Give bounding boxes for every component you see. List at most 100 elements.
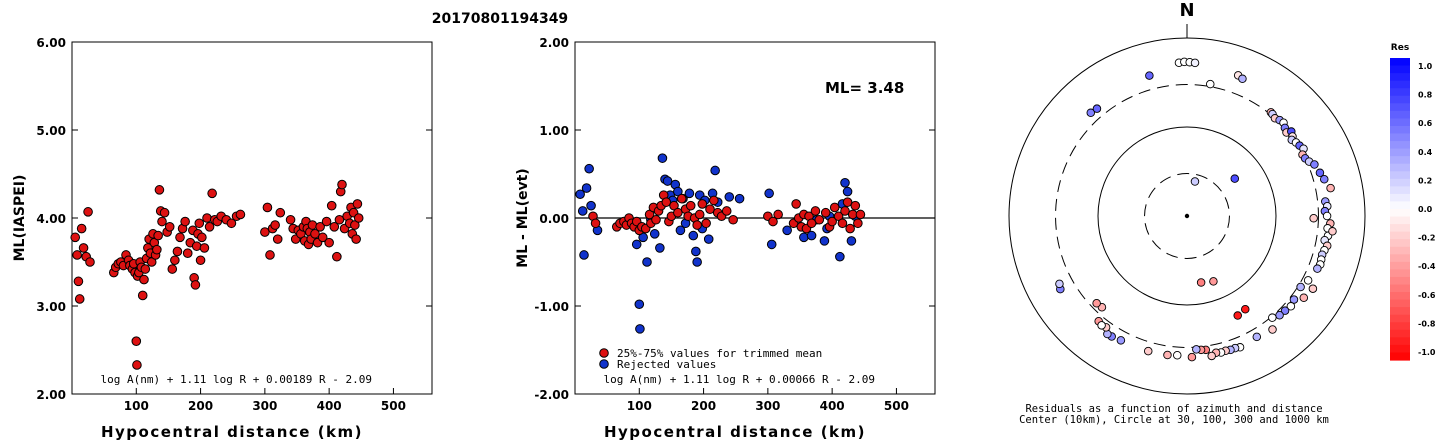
trimmed-point	[845, 223, 855, 234]
station-marker	[1326, 183, 1335, 193]
data-point	[337, 179, 347, 190]
data-point	[204, 222, 215, 232]
data-point	[352, 199, 363, 209]
colorbar-segment	[1390, 58, 1410, 67]
colorbar-tick-label: -0.2	[1418, 234, 1436, 243]
station-marker	[1086, 108, 1096, 118]
x-tick-label: 500	[381, 399, 406, 413]
trimmed-point	[840, 206, 850, 216]
rejected-point	[631, 239, 642, 250]
colorbar-segment	[1390, 231, 1410, 240]
rejected-point	[734, 193, 745, 204]
rejected-point	[662, 176, 673, 186]
rejected-point	[577, 206, 588, 216]
colorbar-segment	[1390, 239, 1410, 248]
data-point	[260, 227, 270, 237]
trimmed-point	[837, 218, 848, 229]
data-point	[310, 229, 320, 239]
y-tick-label: 0.00	[539, 212, 569, 226]
colorbar-segment	[1390, 118, 1410, 127]
station-marker	[1192, 345, 1201, 354]
rejected-point	[634, 299, 645, 310]
station-marker	[1315, 168, 1325, 178]
epicenter-marker	[1184, 213, 1190, 219]
colorbar-segment	[1390, 284, 1410, 293]
colorbar-tick-label: -0.4	[1418, 262, 1436, 271]
station-marker	[1230, 174, 1240, 183]
station-marker	[1238, 74, 1247, 84]
station-marker	[1209, 277, 1218, 286]
data-point	[265, 250, 275, 260]
data-point	[164, 222, 175, 232]
rejected-point	[840, 178, 850, 188]
colorbar-segment	[1390, 88, 1410, 97]
colorbar-segment	[1390, 125, 1410, 135]
trimmed-point	[701, 218, 711, 229]
colorbar-segment	[1390, 261, 1410, 270]
distance-ring	[1055, 84, 1319, 348]
station-marker	[1173, 350, 1182, 360]
colorbar-segment	[1390, 103, 1410, 112]
legend-marker	[599, 348, 609, 358]
y-tick-label: -1.00	[534, 300, 569, 314]
station-marker	[1116, 336, 1126, 345]
y-tick-label: 5.00	[36, 124, 66, 138]
colorbar-tick-label: 0.2	[1418, 176, 1432, 185]
x-tick-label: 400	[317, 399, 342, 413]
station-marker	[1207, 351, 1216, 361]
station-marker	[1196, 278, 1206, 287]
rejected-point	[657, 153, 668, 163]
station-marker	[1296, 282, 1305, 292]
colorbar-tick-label: 1.0	[1418, 62, 1433, 71]
data-point	[175, 232, 185, 243]
trimmed-point	[590, 218, 601, 229]
trimmed-point	[842, 197, 853, 207]
station-marker	[1206, 79, 1215, 89]
station-marker	[1309, 213, 1318, 223]
trimmed-point	[855, 209, 866, 220]
data-point	[235, 209, 246, 220]
data-point	[199, 243, 210, 253]
data-point	[70, 232, 81, 243]
x-tick-label: 100	[627, 399, 652, 413]
trimmed-point	[705, 204, 715, 214]
station-marker	[1187, 352, 1197, 362]
legend-label: Rejected values	[617, 358, 716, 371]
colorbar-tick-label: -1.0	[1418, 348, 1436, 357]
legend-label: 25%-75% values for trimmed mean	[617, 347, 822, 360]
data-point	[307, 220, 318, 230]
data-point	[317, 232, 328, 243]
trimmed-point	[651, 214, 661, 225]
distance-ring	[1144, 173, 1230, 259]
y-tick-label: 6.00	[36, 36, 66, 50]
data-point	[202, 213, 212, 223]
rejected-point	[579, 250, 589, 260]
trimmed-point	[721, 206, 732, 216]
station-marker	[1303, 276, 1313, 285]
station-marker	[1322, 211, 1332, 221]
rejected-point	[819, 236, 830, 246]
colorbar-segment	[1390, 148, 1410, 157]
colorbar-segment	[1390, 201, 1410, 210]
station-marker	[1308, 284, 1318, 293]
station-marker	[1092, 104, 1102, 113]
trimmed-point	[697, 199, 708, 209]
data-point	[85, 257, 95, 267]
rejected-point	[692, 257, 702, 267]
data-point	[351, 234, 361, 244]
data-point	[139, 274, 149, 285]
ml-annotation: ML= 3.48	[825, 79, 904, 97]
data-point	[157, 216, 167, 227]
station-marker	[1275, 311, 1284, 320]
formula-label: log A(nm) + 1.11 log R + 0.00066 R - 2.0…	[603, 373, 875, 386]
station-marker	[1289, 295, 1299, 304]
rejected-point	[806, 230, 817, 241]
caption-line-1: Residuals as a function of azimuth and d…	[1025, 403, 1322, 415]
rejected-point	[675, 225, 686, 236]
station-marker	[1241, 305, 1250, 314]
colorbar-tick-label: -0.6	[1418, 291, 1436, 300]
distance-ring	[1097, 126, 1277, 306]
x-tick-label: 200	[691, 399, 716, 413]
colorbar-segment	[1390, 156, 1410, 165]
colorbar-tick-label: -0.8	[1418, 319, 1436, 328]
